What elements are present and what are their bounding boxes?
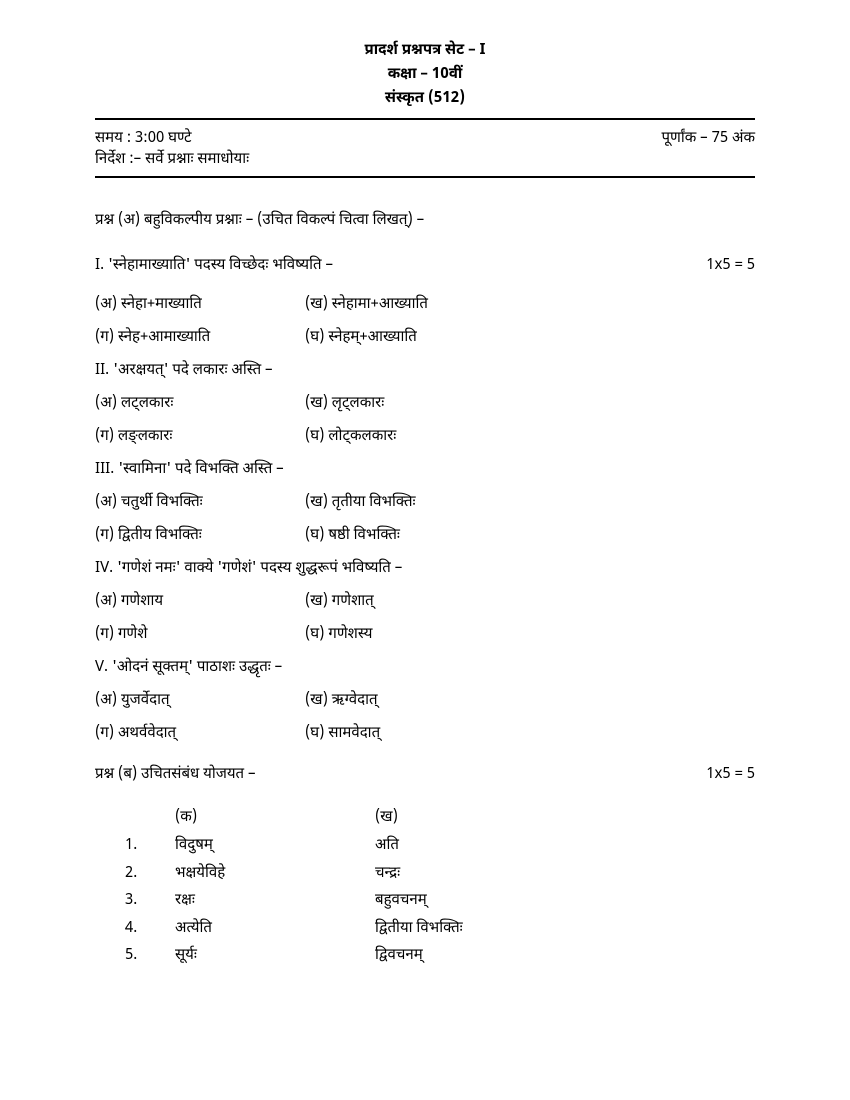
- instructions: निर्देश :– सर्वे प्रश्नाः समाधोयाः: [95, 151, 755, 170]
- match-header-kh: (ख): [375, 809, 575, 828]
- q3-option-a: (अ) चतुर्थी विभक्तिः: [95, 494, 305, 513]
- q4-option-b: (ख) गणेशात्: [305, 593, 525, 612]
- question-1-text: I. 'स्नेहामाख्याति' पदस्य विच्छेदः भविष्…: [95, 257, 333, 276]
- question-1-options-ab: (अ) स्नेहा+माख्याति (ख) स्नेहामा+आख्याति: [95, 296, 755, 315]
- match-row-5-k: सूर्यः: [175, 944, 375, 970]
- match-row-2-k: भक्षयेविहे: [175, 862, 375, 888]
- match-row-3: 3. रक्षः बहुवचनम्: [95, 889, 755, 915]
- q3-option-d: (घ) षष्ठी विभक्तिः: [305, 527, 525, 546]
- divider-top: [95, 118, 755, 120]
- match-row-1-num: 1.: [95, 834, 175, 860]
- match-row-3-num: 3.: [95, 889, 175, 915]
- match-row-4-kh: द्वितीया विभक्तिः: [375, 917, 575, 943]
- meta-row: समय : 3:00 घण्टे पूर्णांक – 75 अंक: [95, 126, 755, 151]
- total-marks: पूर्णांक – 75 अंक: [662, 130, 755, 149]
- question-4-text: IV. 'गणेशं नमः' वाक्ये 'गणेशं' पदस्य शुद…: [95, 560, 755, 579]
- match-header-blank: [95, 809, 175, 828]
- page-header: प्रादर्श प्रश्नपत्र सेट – I कक्षा – 10वी…: [95, 40, 755, 112]
- q5-option-a: (अ) युजर्वेदात्: [95, 692, 305, 711]
- section-b: प्रश्न (ब) उचितसंबंध योजयत – 1x5 = 5: [95, 758, 755, 799]
- q1-option-d: (घ) स्नेहम्+आख्याति: [305, 329, 525, 348]
- q2-option-d: (घ) लोट्कलकारः: [305, 428, 525, 447]
- header-line-2: कक्षा – 10वीं: [95, 64, 755, 88]
- divider-bottom: [95, 176, 755, 178]
- section-b-title: प्रश्न (ब) उचितसंबंध योजयत –: [95, 766, 256, 785]
- match-row-3-kh: बहुवचनम्: [375, 889, 575, 915]
- question-3-text: III. 'स्वामिना' पदे विभक्ति अस्ति –: [95, 461, 755, 480]
- q4-option-a: (अ) गणेशाय: [95, 593, 305, 612]
- question-1-options-cd: (ग) स्नेह+आमाख्याति (घ) स्नेहम्+आख्याति: [95, 329, 755, 348]
- match-row-2-num: 2.: [95, 862, 175, 888]
- match-header: (क) (ख): [95, 809, 755, 828]
- q3-option-b: (ख) तृतीया विभक्तिः: [305, 494, 525, 513]
- header-line-1: प्रादर्श प्रश्नपत्र सेट – I: [95, 40, 755, 64]
- match-row-1-k: विदुषम्: [175, 834, 375, 860]
- question-4-options-cd: (ग) गणेशे (घ) गणेशस्य: [95, 626, 755, 645]
- question-5-options-ab: (अ) युजर्वेदात् (ख) ऋग्वेदात्: [95, 692, 755, 711]
- match-row-4: 4. अत्येति द्वितीया विभक्तिः: [95, 917, 755, 943]
- q3-option-c: (ग) द्वितीय विभक्तिः: [95, 527, 305, 546]
- q5-option-b: (ख) ऋग्वेदात्: [305, 692, 525, 711]
- question-2-options-cd: (ग) लङ्लकारः (घ) लोट्कलकारः: [95, 428, 755, 447]
- question-2-text: II. 'अरक्षयत्' पदे लकारः अस्ति –: [95, 362, 755, 381]
- match-row-1-kh: अति: [375, 834, 575, 860]
- match-row-5-num: 5.: [95, 944, 175, 970]
- content-area: प्रश्न (अ) बहुविकल्पीय प्रश्नाः – (उचित …: [95, 184, 755, 970]
- question-2-options-ab: (अ) लट्लकारः (ख) लृट्लकारः: [95, 395, 755, 414]
- time-label: समय : 3:00 घण्टे: [95, 130, 192, 149]
- q1-option-c: (ग) स्नेह+आमाख्याति: [95, 329, 305, 348]
- header-line-3: संस्कृत (512): [95, 88, 755, 112]
- question-5-options-cd: (ग) अथर्ववेदात् (घ) सामवेदात्: [95, 725, 755, 744]
- match-row-1: 1. विदुषम् अति: [95, 834, 755, 860]
- question-1: I. 'स्नेहामाख्याति' पदस्य विच्छेदः भविष्…: [95, 249, 755, 290]
- match-row-3-k: रक्षः: [175, 889, 375, 915]
- q1-option-b: (ख) स्नेहामा+आख्याति: [305, 296, 525, 315]
- match-header-k: (क): [175, 809, 375, 828]
- match-row-2-kh: चन्द्रः: [375, 862, 575, 888]
- question-4-options-ab: (अ) गणेशाय (ख) गणेशात्: [95, 593, 755, 612]
- match-row-4-k: अत्येति: [175, 917, 375, 943]
- q4-option-d: (घ) गणेशस्य: [305, 626, 525, 645]
- q2-option-b: (ख) लृट्लकारः: [305, 395, 525, 414]
- match-row-2: 2. भक्षयेविहे चन्द्रः: [95, 862, 755, 888]
- question-3-options-cd: (ग) द्वितीय विभक्तिः (घ) षष्ठी विभक्तिः: [95, 527, 755, 546]
- question-3-options-ab: (अ) चतुर्थी विभक्तिः (ख) तृतीया विभक्तिः: [95, 494, 755, 513]
- q2-option-a: (अ) लट्लकारः: [95, 395, 305, 414]
- q5-option-c: (ग) अथर्ववेदात्: [95, 725, 305, 744]
- q2-option-c: (ग) लङ्लकारः: [95, 428, 305, 447]
- q1-option-a: (अ) स्नेहा+माख्याति: [95, 296, 305, 315]
- section-a-marks: 1x5 = 5: [706, 257, 755, 276]
- question-5-text: V. 'ओदनं सूक्तम्' पाठाशः उद्धृतः –: [95, 659, 755, 678]
- section-b-marks: 1x5 = 5: [706, 766, 755, 785]
- q5-option-d: (घ) सामवेदात्: [305, 725, 525, 744]
- match-row-4-num: 4.: [95, 917, 175, 943]
- match-row-5: 5. सूर्यः द्विवचनम्: [95, 944, 755, 970]
- section-a-title: प्रश्न (अ) बहुविकल्पीय प्रश्नाः – (उचित …: [95, 212, 755, 231]
- q4-option-c: (ग) गणेशे: [95, 626, 305, 645]
- match-row-5-kh: द्विवचनम्: [375, 944, 575, 970]
